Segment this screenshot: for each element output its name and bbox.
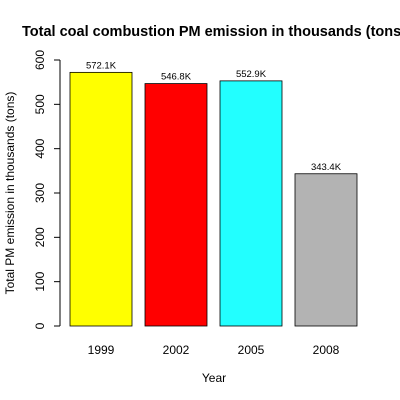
chart-title: Total coal combustion PM emission in tho…	[22, 24, 400, 40]
data-label-2002: 546.8K	[161, 72, 192, 83]
y-axis-label: Total PM emission in thousands (tons)	[3, 92, 17, 295]
x-tick-label: 2008	[313, 343, 340, 357]
data-label-1999: 572.1K	[86, 60, 117, 71]
y-axis: 0 100 200 300 400 500 600	[33, 50, 61, 329]
y-tick-label: 500	[33, 94, 47, 114]
x-tick-label: 2005	[238, 343, 265, 357]
data-label-2005: 552.9K	[236, 69, 267, 80]
data-label-2008: 343.4K	[311, 162, 342, 173]
bars: 572.1K 546.8K 552.9K 343.4K	[69, 60, 358, 327]
x-axis-label: Year	[202, 371, 226, 385]
y-tick-label: 300	[33, 183, 47, 203]
y-tick-label: 100	[33, 271, 47, 291]
x-tick-label: 2002	[163, 343, 190, 357]
y-tick-label: 0	[33, 322, 47, 329]
y-tick-label: 600	[33, 50, 47, 70]
bar-2008	[294, 173, 358, 327]
y-tick-label: 400	[33, 138, 47, 158]
bar-2002	[144, 83, 208, 327]
y-tick-label: 200	[33, 227, 47, 247]
bar-1999	[69, 71, 133, 327]
x-tick-label: 1999	[88, 343, 115, 357]
bar-2005	[219, 80, 283, 327]
x-axis-tick-labels: 1999 2002 2005 2008	[88, 343, 340, 357]
